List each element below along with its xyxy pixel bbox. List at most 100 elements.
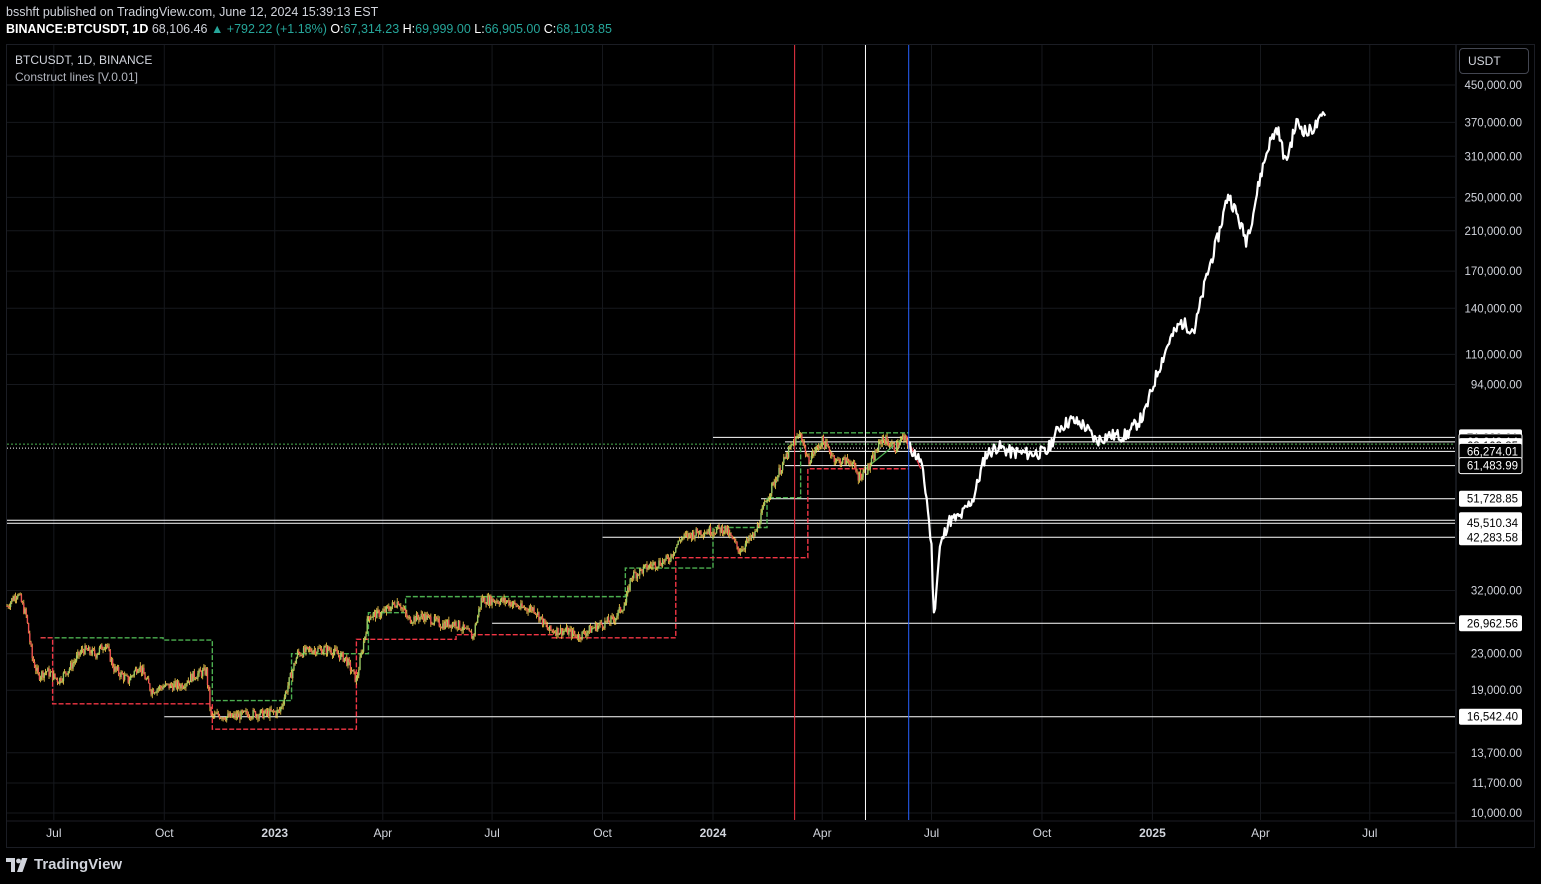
candle-body <box>627 587 629 594</box>
candle-body <box>135 668 138 674</box>
candle-body <box>349 662 352 671</box>
candle-body <box>313 649 316 652</box>
candle-body <box>425 613 427 620</box>
candle-body <box>849 461 851 465</box>
candle-body <box>787 447 790 458</box>
candle-body <box>562 631 564 636</box>
candle-body <box>174 681 176 684</box>
candle-body <box>671 554 673 557</box>
candle-body <box>331 653 334 656</box>
candle-body <box>395 606 397 608</box>
candle-body <box>458 620 461 630</box>
candle-body <box>139 665 141 669</box>
candle-body <box>239 713 241 720</box>
candle-body <box>885 436 887 445</box>
candle-body <box>715 528 718 534</box>
candle-body <box>603 627 605 629</box>
indicator-legend[interactable]: Construct lines [V.0.01] <box>15 70 138 84</box>
candle-body <box>378 610 380 617</box>
candle-body <box>575 634 577 638</box>
y-tick-label: 450,000.00 <box>1464 80 1522 92</box>
candle-body <box>117 667 120 674</box>
candle-body <box>528 608 530 613</box>
candle-body <box>132 675 134 677</box>
candle-body <box>442 623 444 629</box>
candle-body <box>558 633 561 635</box>
candle-body <box>236 713 239 717</box>
candle-body <box>83 650 85 655</box>
candle-body <box>763 501 766 506</box>
y-tick-label: 310,000.00 <box>1464 151 1522 163</box>
candle-body <box>228 713 230 717</box>
candle-body <box>238 713 240 717</box>
candle-body <box>853 461 856 466</box>
candle-body <box>681 538 683 541</box>
candle-body <box>65 671 67 674</box>
candle-body <box>594 623 597 628</box>
candle-body <box>233 713 235 716</box>
candle-body <box>341 652 343 654</box>
candle-body <box>536 612 539 615</box>
x-tick-label: 2023 <box>261 826 288 840</box>
candle-body <box>619 607 622 612</box>
tradingview-logo[interactable]: TradingView <box>6 856 122 873</box>
candle-body <box>282 704 284 707</box>
candle-body <box>685 533 688 535</box>
candle-body <box>827 445 829 448</box>
candle-body <box>146 678 149 680</box>
candle-body <box>68 668 71 672</box>
candle-body <box>224 719 227 721</box>
candle-body <box>367 616 370 619</box>
y-tick-label: 140,000.00 <box>1464 303 1522 315</box>
candle-body <box>177 681 180 687</box>
candle-body <box>310 648 312 652</box>
candle-body <box>432 623 434 625</box>
candle-body <box>199 669 202 672</box>
candle-body <box>110 659 113 662</box>
symbol-label[interactable]: BINANCE:BTCUSDT, 1D <box>6 22 149 36</box>
price-level-label: 45,510.34 <box>1467 518 1519 530</box>
currency-button[interactable]: USDT <box>1459 48 1529 74</box>
candle-body <box>80 648 83 653</box>
candle-body <box>60 677 62 682</box>
candle-body <box>270 709 272 712</box>
candle-body <box>338 654 341 660</box>
candle-body <box>222 717 224 719</box>
candle-body <box>881 437 883 444</box>
candle-body <box>629 579 631 591</box>
candle-body <box>852 461 855 464</box>
candle-body <box>293 663 295 670</box>
candle-body <box>563 630 565 632</box>
y-tick-label: 250,000.00 <box>1464 192 1522 204</box>
candle-body <box>373 611 376 614</box>
candle-body <box>545 623 547 625</box>
candle-body <box>78 651 80 656</box>
candle-body <box>240 710 242 720</box>
candle-body <box>493 601 496 603</box>
candle-body <box>769 493 772 497</box>
series-legend[interactable]: BTCUSDT, 1D, BINANCE <box>15 53 153 67</box>
candle-body <box>475 622 478 625</box>
candle-body <box>553 632 556 634</box>
candle-body <box>398 604 401 607</box>
candle-body <box>252 709 254 718</box>
candle-body <box>731 535 733 539</box>
candle-body <box>582 631 585 632</box>
candle-body <box>589 625 592 633</box>
candle-body <box>317 648 319 653</box>
candle-body <box>286 691 288 693</box>
candle-body <box>861 477 863 480</box>
candle-body <box>748 536 750 542</box>
candle-body <box>823 442 826 449</box>
candle-body <box>454 621 456 626</box>
candle-body <box>242 710 245 713</box>
candle-body <box>424 613 426 621</box>
candles <box>6 430 910 724</box>
candle-body <box>880 440 882 444</box>
candle-body <box>37 667 39 674</box>
candle-body <box>904 437 906 441</box>
candle-body <box>38 673 41 680</box>
candle-body <box>322 651 324 655</box>
candle-body <box>350 670 353 672</box>
